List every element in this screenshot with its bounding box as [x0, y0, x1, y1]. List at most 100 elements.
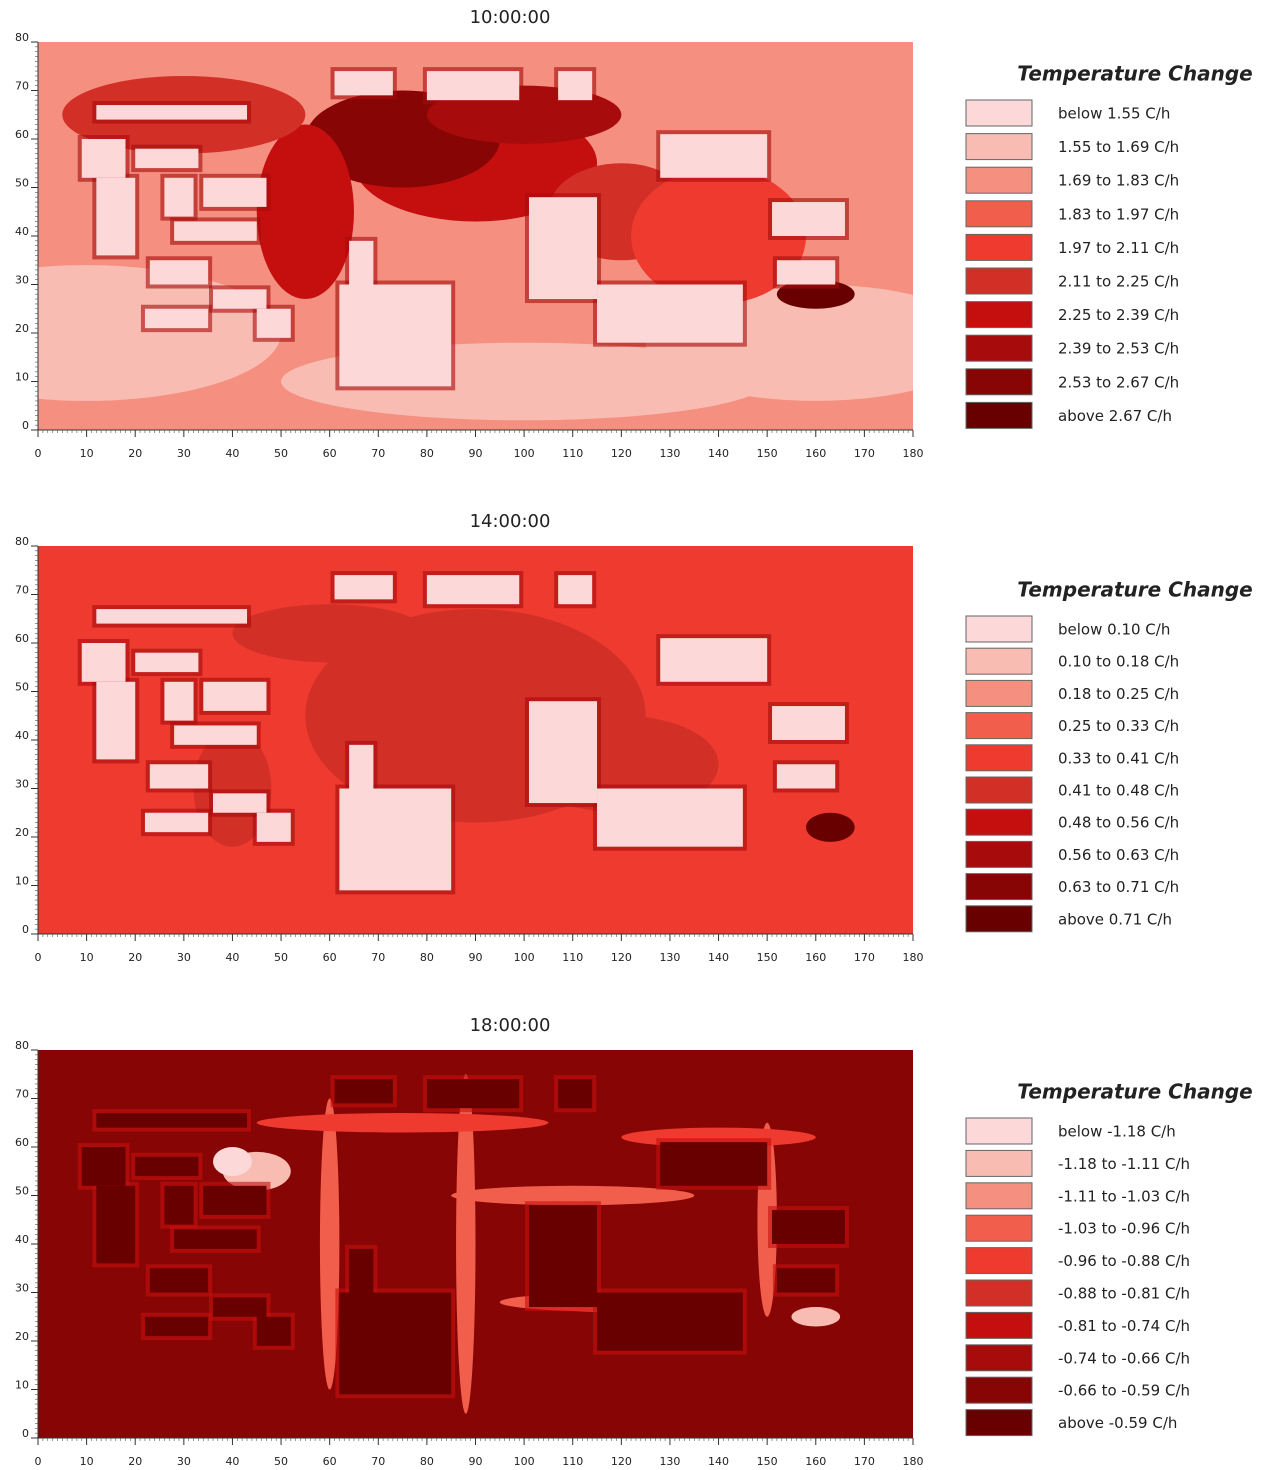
- building: [203, 177, 267, 207]
- building: [256, 812, 291, 842]
- legend-swatch: [965, 712, 1033, 740]
- y-tick-label: 80: [15, 535, 29, 548]
- building: [213, 289, 267, 309]
- building: [174, 221, 257, 241]
- y-tick-label: 40: [15, 225, 29, 238]
- legend-label: -1.11 to -1.03 C/h: [1058, 1187, 1190, 1205]
- building: [149, 260, 209, 285]
- building: [776, 764, 836, 789]
- building: [96, 681, 136, 760]
- legend-label: below 0.10 C/h: [1058, 621, 1170, 639]
- legend-swatch: [965, 1149, 1033, 1177]
- x-tick-label: 130: [659, 951, 680, 964]
- legend-label: -1.03 to -0.96 C/h: [1058, 1220, 1190, 1238]
- x-tick-label: 40: [225, 951, 239, 964]
- heatmap: [38, 1050, 913, 1438]
- legend-title: Temperature Change: [1017, 1080, 1252, 1104]
- y-tick-label: 60: [15, 128, 29, 141]
- building: [660, 134, 768, 178]
- x-tick-label: 110: [562, 1455, 583, 1468]
- x-tick-label: 70: [371, 447, 385, 460]
- building: [558, 575, 593, 605]
- heatmap-region: [319, 1098, 340, 1390]
- legend-swatch: [965, 1311, 1033, 1339]
- x-tick-label: 170: [854, 447, 875, 460]
- x-tick-label: 140: [708, 951, 729, 964]
- legend-swatch: [965, 1279, 1033, 1307]
- legend-swatch: [965, 133, 1033, 161]
- legend-label: -0.81 to -0.74 C/h: [1058, 1317, 1190, 1335]
- building: [349, 1248, 374, 1293]
- y-tick-label: 10: [15, 875, 29, 888]
- building: [149, 1268, 209, 1293]
- building: [203, 1185, 267, 1215]
- x-tick-label: 50: [274, 447, 288, 460]
- heatmap-region: [256, 124, 354, 300]
- building: [776, 260, 836, 285]
- x-tick-label: 20: [128, 1455, 142, 1468]
- x-tick-label: 70: [371, 1455, 385, 1468]
- x-tick-label: 170: [854, 951, 875, 964]
- panel-title: 14:00:00: [470, 511, 551, 532]
- building: [149, 764, 209, 789]
- x-tick-label: 160: [805, 951, 826, 964]
- legend-swatch: [965, 776, 1033, 804]
- legend-swatch: [965, 1344, 1033, 1372]
- building: [334, 1079, 393, 1104]
- y-tick-label: 20: [15, 1330, 29, 1343]
- building: [660, 638, 768, 682]
- heatmap-region: [791, 1307, 841, 1327]
- legend-label: 0.33 to 0.41 C/h: [1058, 749, 1179, 767]
- legend-title: Temperature Change: [1017, 578, 1252, 602]
- building: [528, 1205, 598, 1308]
- x-tick-label: 80: [420, 951, 434, 964]
- building: [772, 1210, 845, 1244]
- legend-label: 1.83 to 1.97 C/h: [1058, 205, 1179, 223]
- legend-label: 0.56 to 0.63 C/h: [1058, 846, 1179, 864]
- building: [334, 71, 393, 96]
- x-tick-label: 0: [35, 951, 42, 964]
- y-tick-label: 0: [22, 923, 29, 936]
- legend-label: 0.48 to 0.56 C/h: [1058, 814, 1179, 832]
- building: [81, 139, 126, 178]
- legend-swatch: [965, 1117, 1033, 1145]
- legend-label: 1.97 to 2.11 C/h: [1058, 239, 1179, 257]
- x-tick-label: 0: [35, 447, 42, 460]
- legend-swatch: [965, 1376, 1033, 1404]
- legend-label: 2.53 to 2.67 C/h: [1058, 373, 1179, 391]
- legend-swatch: [965, 1247, 1033, 1275]
- x-tick-label: 50: [274, 1455, 288, 1468]
- x-tick-label: 180: [903, 447, 924, 460]
- building: [660, 1142, 768, 1186]
- x-tick-label: 60: [323, 447, 337, 460]
- heatmap-region: [806, 812, 855, 842]
- x-tick-label: 10: [80, 951, 94, 964]
- building: [135, 148, 199, 169]
- heatmap-region: [232, 604, 427, 663]
- legend-swatch: [965, 840, 1033, 868]
- x-tick-label: 20: [128, 447, 142, 460]
- x-tick-label: 150: [757, 447, 778, 460]
- legend-swatch: [965, 873, 1033, 901]
- x-tick-label: 60: [323, 951, 337, 964]
- x-tick-label: 110: [562, 951, 583, 964]
- y-tick-label: 40: [15, 729, 29, 742]
- x-tick-label: 120: [611, 951, 632, 964]
- legend-label: -1.18 to -1.11 C/h: [1058, 1155, 1190, 1173]
- legend-label: 2.39 to 2.53 C/h: [1058, 340, 1179, 358]
- legend-label: 2.25 to 2.39 C/h: [1058, 306, 1179, 324]
- building: [528, 701, 598, 804]
- legend-label: 0.18 to 0.25 C/h: [1058, 685, 1179, 703]
- y-tick-label: 30: [15, 274, 29, 287]
- legend-label: above 0.71 C/h: [1058, 910, 1172, 928]
- x-tick-label: 50: [274, 951, 288, 964]
- building: [81, 1147, 126, 1186]
- y-tick-label: 60: [15, 632, 29, 645]
- building: [426, 575, 520, 605]
- building: [426, 1079, 520, 1109]
- heatmap-region: [256, 1113, 549, 1133]
- building: [144, 1316, 209, 1337]
- x-tick-label: 80: [420, 447, 434, 460]
- x-tick-label: 20: [128, 951, 142, 964]
- panel-title: 10:00:00: [470, 7, 551, 28]
